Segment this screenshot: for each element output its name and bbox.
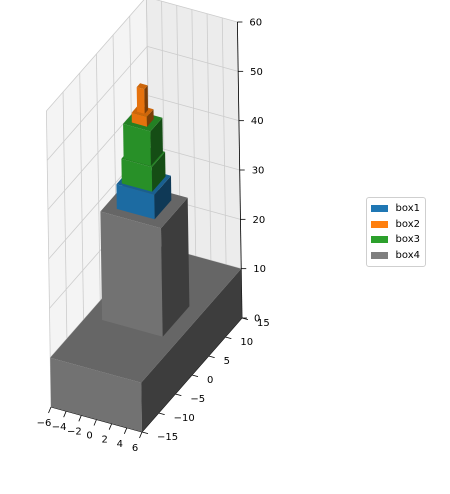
y-tick-label: −15 — [157, 432, 178, 443]
x-tick-label: 6 — [132, 443, 138, 454]
z-tick-label: 40 — [251, 116, 264, 127]
x-tick-mark — [139, 431, 143, 439]
y-tick-label: 10 — [240, 337, 253, 348]
x-tick-mark — [63, 411, 67, 418]
y-tick-label: 0 — [207, 375, 213, 386]
bar-face-front — [50, 357, 143, 432]
y-tick-label: −5 — [190, 394, 205, 405]
grid-z-back — [46, 46, 148, 161]
x-tick-label: 2 — [101, 435, 107, 446]
z-tick-label: 0 — [254, 314, 260, 325]
bar-face-front — [100, 211, 163, 337]
x-tick-mark — [48, 406, 52, 414]
x-tick-mark — [123, 427, 128, 434]
legend-label-box2: box2 — [395, 218, 420, 230]
bars — [50, 83, 242, 432]
legend-label-box3: box3 — [395, 234, 420, 246]
grid-z-right — [155, 0, 238, 23]
grid-z-back — [46, 0, 145, 112]
bar-face-side — [150, 117, 163, 166]
z-tick-label: 60 — [249, 18, 262, 29]
bar-face-top — [136, 83, 148, 90]
bar-face-side — [141, 268, 242, 432]
legend-swatch-box2 — [371, 220, 388, 228]
z-tick-label: 30 — [252, 166, 265, 177]
legend-label-box1: box1 — [395, 203, 420, 215]
legend-swatch-box4 — [371, 251, 388, 259]
x-tick-label: 4 — [117, 439, 123, 450]
bar-face-front — [123, 123, 151, 166]
y-tick-mark — [141, 431, 149, 434]
legend: box1 box2 box3 box4 — [366, 197, 426, 267]
bar-face-side — [151, 151, 166, 192]
grid-z-right — [147, 45, 239, 72]
legend-item-box4: box4 — [371, 248, 420, 264]
bar-face-front — [131, 112, 147, 127]
legend-swatch-box3 — [371, 236, 388, 244]
y-tick-mark — [191, 374, 199, 377]
x-tick-label: 0 — [86, 431, 92, 442]
bar-face-side — [161, 197, 190, 337]
grid-z-right — [147, 95, 240, 122]
bar-face-front — [136, 87, 145, 114]
legend-item-box3: box3 — [371, 232, 420, 248]
y-tick-label: 15 — [257, 318, 270, 329]
z-tick-label: 20 — [252, 215, 265, 226]
bar-face-side — [146, 109, 154, 127]
x-tick-label: −2 — [67, 426, 82, 437]
y-tick-mark — [208, 355, 215, 358]
legend-item-box2: box2 — [371, 217, 420, 233]
y-tick-mark — [225, 336, 232, 339]
bar-face-side — [154, 175, 172, 220]
x-tick-label: −4 — [52, 422, 67, 433]
x-tick-label: −6 — [37, 418, 52, 429]
grid-z-right — [148, 144, 240, 171]
x-tick-mark — [93, 419, 97, 426]
legend-label-box4: box4 — [395, 249, 420, 261]
y-tick-label: 5 — [224, 356, 230, 367]
z-tick-label: 10 — [253, 264, 266, 275]
bar-face-front — [121, 158, 153, 192]
bar-box2-6 — [136, 83, 148, 114]
x-tick-mark — [108, 423, 113, 430]
bar-face-front — [116, 184, 155, 220]
y-tick-mark — [175, 393, 182, 396]
y-tick-label: −10 — [174, 413, 195, 424]
z-tick-label: 50 — [250, 67, 263, 78]
legend-swatch-box1 — [371, 205, 388, 213]
bar-face-side — [144, 85, 148, 114]
x-tick-mark — [78, 415, 82, 422]
legend-item-box1: box1 — [371, 201, 420, 217]
y-tick-mark — [158, 412, 165, 415]
